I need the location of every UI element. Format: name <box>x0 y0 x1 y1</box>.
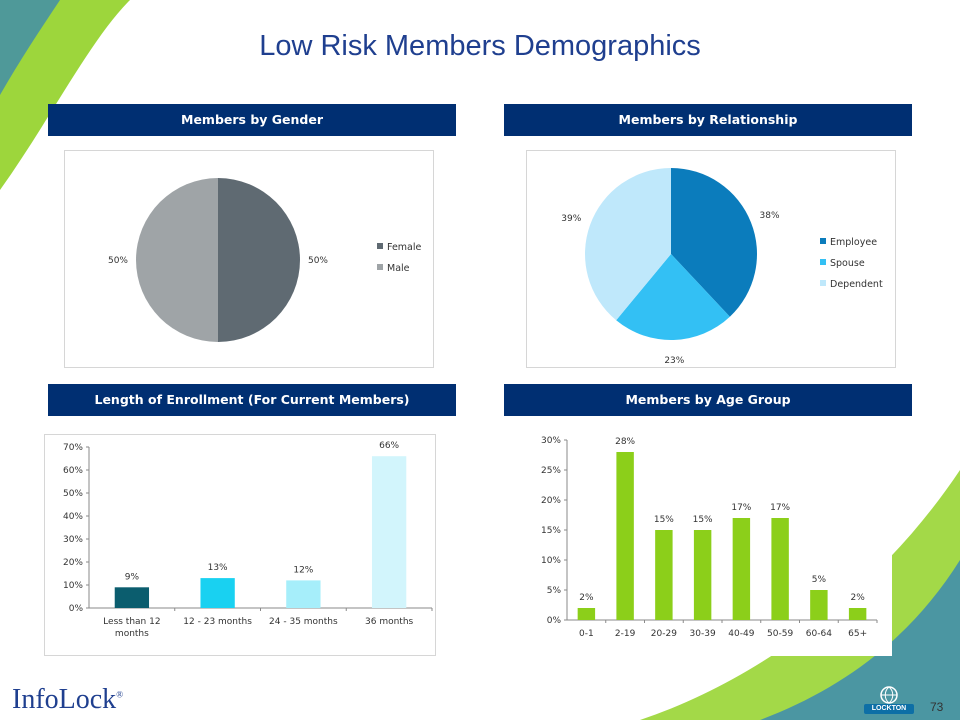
data-label: 15% <box>654 515 674 525</box>
bar-12-23-months <box>200 578 235 608</box>
legend-label-male: Male <box>387 263 410 274</box>
data-label-spouse: 23% <box>664 356 684 366</box>
data-label-male: 50% <box>108 256 128 266</box>
data-label-female: 50% <box>308 256 328 266</box>
lockton-wordmark: LOCKTON <box>864 704 914 714</box>
bar-40-49 <box>732 518 751 620</box>
data-label: 17% <box>731 503 751 513</box>
age-bar-chart: 0% 5% 10% 15% 20% 25% 30% 2% 0-1 28% 2-19 15% 20-29 1… <box>541 436 878 639</box>
legend-label-employee: Employee <box>830 237 877 248</box>
x-tick-label: 0-1 <box>579 629 594 639</box>
relationship-chart-box: 38% 23% 39% Employee Spouse Dependent <box>526 150 896 368</box>
infolock-logo: InfoLock® <box>12 684 123 716</box>
data-label: 15% <box>693 515 713 525</box>
x-tick-label: 36 months <box>365 617 414 627</box>
gender-chart-box: 50% 50% Female Male <box>64 150 434 368</box>
data-label: 2% <box>850 593 865 603</box>
relationship-pie-chart: 38% 23% 39% Employee Spouse Dependent <box>561 168 883 366</box>
x-tick-label: 50-59 <box>767 629 793 639</box>
data-label: 17% <box>770 503 790 513</box>
data-label: 12% <box>293 565 313 575</box>
bar-50-59 <box>771 518 789 620</box>
y-tick-label: 30% <box>63 535 83 545</box>
pie-slice-dependent <box>585 168 671 321</box>
legend-swatch-employee <box>820 238 826 244</box>
page-title: Low Risk Members Demographics <box>259 30 701 62</box>
data-label: 9% <box>125 572 140 582</box>
x-tick-label: Less than 12 <box>103 617 160 627</box>
y-tick-label: 10% <box>541 556 561 566</box>
y-tick-label: 25% <box>541 466 561 476</box>
pie-slice-employee <box>671 168 757 317</box>
x-tick-label: 60-64 <box>806 629 832 639</box>
lockton-logo: LOCKTON <box>864 686 914 716</box>
x-tick-label: 24 - 35 months <box>269 617 338 627</box>
x-tick-label: 12 - 23 months <box>183 617 252 627</box>
y-tick-label: 5% <box>547 586 562 596</box>
panel-header-relationship: Members by Relationship <box>504 104 912 136</box>
data-label: 13% <box>208 563 228 573</box>
data-label-dependent: 39% <box>561 214 581 224</box>
legend-label-dependent: Dependent <box>830 279 883 290</box>
data-label-employee: 38% <box>760 211 780 221</box>
x-tick-label: months <box>115 629 149 639</box>
bar-20-29 <box>655 530 673 620</box>
data-label: 66% <box>379 441 399 451</box>
data-label: 28% <box>615 437 635 447</box>
legend-swatch-dependent <box>820 280 826 286</box>
bottom-right-blue-swoosh <box>760 560 960 720</box>
y-tick-label: 70% <box>63 443 83 453</box>
bar-0-1 <box>577 608 596 620</box>
top-left-green-swoosh <box>0 0 130 190</box>
y-tick-label: 15% <box>541 526 561 536</box>
y-tick-label: 50% <box>63 489 83 499</box>
legend-swatch-female <box>377 243 383 249</box>
y-tick-label: 60% <box>63 466 83 476</box>
panel-header-age: Members by Age Group <box>504 384 912 416</box>
panel-header-gender: Members by Gender <box>48 104 456 136</box>
y-tick-label: 10% <box>63 581 83 591</box>
y-tick-label: 0% <box>547 616 562 626</box>
y-tick-label: 0% <box>69 604 84 614</box>
legend-label-spouse: Spouse <box>830 258 865 269</box>
y-tick-label: 20% <box>63 558 83 568</box>
bar-60-64 <box>810 590 828 620</box>
bar-2-19 <box>616 452 634 620</box>
y-tick-label: 40% <box>63 512 83 522</box>
gender-pie-chart: 50% 50% Female Male <box>108 178 422 342</box>
brand-registered-mark: ® <box>116 689 124 700</box>
pie-slice-male <box>136 178 218 342</box>
top-left-blue-swoosh <box>0 0 60 95</box>
x-tick-label: 40-49 <box>728 629 754 639</box>
enrollment-chart-box: 0% 10% 20% 30% 40% 50% 60% 70% 9% Less than 12 mon… <box>44 434 436 656</box>
legend-label-female: Female <box>387 242 422 253</box>
age-chart-box: 0% 5% 10% 15% 20% 25% 30% 2% 0-1 28% 2-19 15% 20-29 1… <box>522 428 892 656</box>
y-tick-label: 30% <box>541 436 561 446</box>
data-label: 2% <box>579 593 594 603</box>
x-tick-label: 30-39 <box>690 629 716 639</box>
x-tick-label: 2-19 <box>615 629 636 639</box>
panel-header-enrollment: Length of Enrollment (For Current Member… <box>48 384 456 416</box>
bar-65+ <box>848 608 867 620</box>
legend-swatch-spouse <box>820 259 826 265</box>
enrollment-bar-chart: 0% 10% 20% 30% 40% 50% 60% 70% 9% Less than 12 mon… <box>63 441 433 639</box>
bar-30-39 <box>693 530 712 620</box>
pie-slice-female <box>218 178 300 342</box>
bar-less-than-12-months <box>114 587 150 608</box>
legend-swatch-male <box>377 264 383 270</box>
bar-36-months <box>371 456 407 608</box>
page-number: 73 <box>930 700 944 714</box>
pie-slice-spouse <box>616 254 730 340</box>
data-label: 5% <box>812 575 827 585</box>
bar-24-35-months <box>286 580 321 608</box>
y-tick-label: 20% <box>541 496 561 506</box>
x-tick-label: 65+ <box>848 629 867 639</box>
brand-name: InfoLock <box>12 684 117 715</box>
x-tick-label: 20-29 <box>651 629 677 639</box>
lockton-globe-icon <box>880 686 898 704</box>
